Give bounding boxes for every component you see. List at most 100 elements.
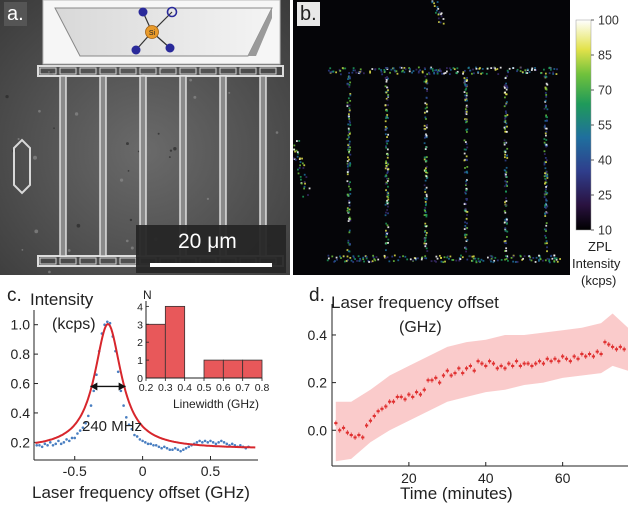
pl-pixel: [297, 172, 300, 175]
pl-pixel: [387, 241, 390, 244]
panel-c-ytick-label: 1.0: [11, 317, 31, 333]
panel-d-ylabel-line1: Laser frequency offset: [331, 293, 499, 312]
panel-c-data-point: [203, 439, 207, 443]
pl-pixel: [466, 166, 469, 168]
pl-pixel: [525, 72, 527, 74]
pl-pixel: [384, 175, 387, 178]
pl-pixel: [465, 143, 468, 145]
inset-xlabel: Linewidth (GHz): [173, 397, 260, 411]
pl-pixel: [505, 249, 508, 252]
pl-pixel: [503, 126, 506, 129]
pl-pixel: [459, 258, 462, 260]
pl-pixel: [453, 68, 456, 71]
pl-pixel: [539, 257, 542, 260]
pl-pixel: [466, 210, 469, 213]
pl-pixel: [362, 256, 365, 259]
pl-pixel: [466, 239, 469, 241]
pl-pixel: [346, 160, 349, 163]
pl-pixel: [445, 70, 448, 73]
pl-pixel: [425, 247, 428, 250]
pl-pixel: [544, 76, 547, 79]
pl-pixel: [546, 246, 548, 249]
pl-pixel: [549, 67, 552, 70]
pl-pixel: [545, 198, 547, 201]
pl-map-waveguides: [293, 0, 561, 264]
panel-d-data-point: [518, 364, 522, 367]
pl-pixel: [555, 73, 558, 75]
pl-pixel: [465, 96, 468, 99]
pl-pixel: [425, 97, 428, 99]
panel-c-data-point: [214, 442, 218, 446]
pl-pixel: [478, 260, 480, 263]
pl-pixel: [365, 256, 368, 258]
pl-pixel: [386, 231, 389, 234]
pl-pixel: [506, 147, 509, 150]
pl-pixel: [348, 118, 351, 120]
pl-pixel: [440, 15, 443, 18]
panel-d-data-point: [376, 410, 380, 413]
panel-c-data-point: [168, 448, 172, 452]
panel-d-data-point: [514, 360, 519, 363]
pl-pixel: [423, 80, 426, 83]
pl-pixel: [521, 71, 524, 74]
panel-c-data-point: [57, 439, 60, 443]
pl-pixel: [466, 128, 469, 131]
pl-pixel: [344, 67, 347, 70]
pl-pixel: [504, 110, 507, 113]
pl-pixel: [436, 1, 439, 3]
pl-pixel: [423, 231, 426, 233]
panel-d-data-point: [611, 345, 615, 348]
pl-pixel: [539, 258, 542, 261]
pl-pixel: [469, 69, 472, 72]
pl-pixel: [505, 255, 507, 257]
pl-pixel: [546, 116, 549, 119]
pl-pixel: [387, 177, 390, 180]
pl-pixel: [506, 157, 509, 159]
pl-pixel: [465, 248, 468, 250]
pl-pixel: [465, 80, 468, 82]
panel-d-data-point: [414, 391, 419, 394]
pl-pixel: [465, 240, 468, 243]
pl-pixel: [465, 155, 468, 158]
pl-pixel: [481, 68, 484, 70]
pl-pixel: [492, 261, 495, 264]
pl-pixel: [446, 256, 449, 259]
pl-pixel: [411, 71, 413, 74]
inset-ytick-label: 3: [137, 319, 143, 331]
pl-pixel: [348, 109, 351, 112]
pl-pixel: [296, 151, 299, 154]
pl-pixel: [524, 69, 527, 72]
pl-pixel: [386, 142, 389, 145]
pl-pixel: [424, 236, 427, 239]
pl-pixel: [543, 228, 546, 231]
sem-speck: [5, 94, 9, 99]
pl-pixel: [388, 260, 391, 263]
pl-pixel: [543, 175, 546, 178]
pl-pixel: [545, 186, 547, 188]
pl-pixel: [401, 70, 403, 73]
pl-pixel: [349, 81, 352, 84]
pl-pixel: [463, 234, 466, 237]
pl-pixel: [505, 257, 508, 260]
pl-pixel: [346, 138, 349, 141]
pl-pixel: [386, 256, 389, 259]
pl-pixel: [441, 72, 444, 75]
panel-c-data-point: [225, 442, 229, 446]
pl-pixel: [348, 204, 351, 207]
pl-pixel: [417, 71, 420, 74]
pl-pixel: [386, 153, 389, 156]
pl-pixel: [544, 242, 547, 245]
pl-pixel: [504, 240, 507, 242]
pl-pixel: [545, 230, 547, 232]
pl-pixel: [465, 92, 468, 95]
pl-pixel: [452, 67, 455, 69]
pl-pixel: [371, 68, 374, 70]
pl-pixel: [505, 93, 507, 96]
pl-pixel: [386, 232, 388, 235]
panel-c-data-point: [146, 442, 150, 446]
pl-pixel: [543, 68, 545, 71]
pl-pixel: [439, 21, 442, 24]
pl-pixel: [386, 156, 389, 159]
inset-ylabel: N: [143, 288, 152, 302]
pl-pixel: [383, 255, 386, 258]
